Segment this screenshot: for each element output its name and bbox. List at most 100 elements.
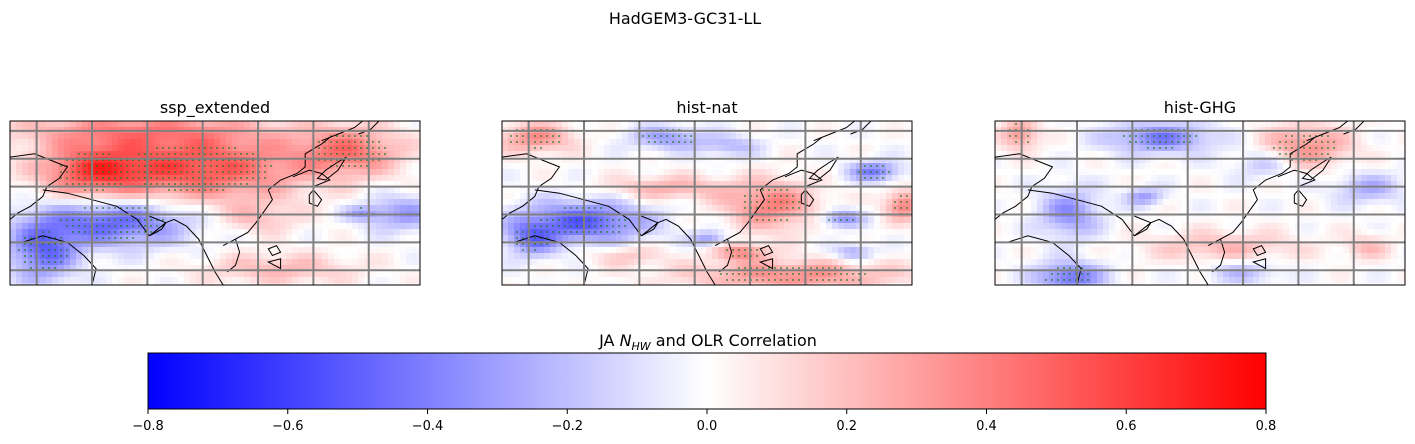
heatmap-cell xyxy=(46,139,53,146)
heatmap-cell xyxy=(376,181,383,188)
significance-dot xyxy=(24,243,26,245)
heatmap-cell xyxy=(904,271,911,278)
heatmap-cell xyxy=(220,205,227,212)
heatmap-cell xyxy=(52,139,59,146)
heatmap-cell xyxy=(238,229,245,236)
heatmap-cell xyxy=(52,187,59,194)
heatmap-cell xyxy=(676,265,683,272)
heatmap-cell xyxy=(286,169,293,176)
heatmap-cell xyxy=(814,157,821,164)
heatmap-cell xyxy=(46,193,53,200)
heatmap-cell xyxy=(814,235,821,242)
heatmap-cell xyxy=(376,229,383,236)
heatmap-cell xyxy=(208,205,215,212)
significance-dot xyxy=(78,165,80,167)
heatmap-cell xyxy=(820,223,827,230)
heatmap-cell xyxy=(706,265,713,272)
heatmap-cell xyxy=(604,163,611,170)
significance-dot xyxy=(156,177,158,179)
heatmap-cell xyxy=(22,205,29,212)
heatmap-cell xyxy=(244,139,251,146)
heatmap-cell xyxy=(688,205,695,212)
significance-dot xyxy=(204,189,206,191)
heatmap-cell xyxy=(670,229,677,236)
heatmap-cell xyxy=(64,121,71,128)
heatmap-cell xyxy=(238,187,245,194)
heatmap-cell xyxy=(52,229,59,236)
significance-dot xyxy=(210,183,212,185)
heatmap-cell xyxy=(502,187,509,194)
heatmap-cell xyxy=(136,139,143,146)
heatmap-cell xyxy=(160,187,167,194)
heatmap-cell xyxy=(544,247,551,254)
heatmap-cell xyxy=(58,157,65,164)
significance-dot xyxy=(366,141,368,143)
heatmap-cell xyxy=(334,283,341,285)
coastline xyxy=(758,258,774,270)
significance-dot xyxy=(774,189,776,191)
heatmap-cell xyxy=(376,121,383,128)
heatmap-cell xyxy=(538,163,545,170)
heatmap-cell xyxy=(910,193,912,200)
heatmap-cell xyxy=(862,265,869,272)
heatmap-cell xyxy=(76,133,83,140)
significance-dot xyxy=(144,225,146,227)
heatmap-cell xyxy=(628,235,635,242)
heatmap-cell xyxy=(202,121,209,128)
heatmap-cell xyxy=(748,187,755,194)
heatmap-cell xyxy=(346,205,353,212)
heatmap-cell xyxy=(586,121,593,128)
heatmap-cell xyxy=(562,187,569,194)
significance-dot xyxy=(78,153,80,155)
heatmap-cell xyxy=(28,145,35,152)
heatmap-cell xyxy=(154,253,161,260)
heatmap-cell xyxy=(316,217,323,224)
heatmap-cell xyxy=(160,283,167,285)
heatmap-cell xyxy=(604,193,611,200)
heatmap-cell xyxy=(358,259,365,266)
heatmap-cell xyxy=(856,235,863,242)
heatmap-cell xyxy=(256,145,263,152)
significance-dot xyxy=(168,177,170,179)
heatmap-cell xyxy=(898,259,905,266)
heatmap-cell xyxy=(706,193,713,200)
heatmap-cell xyxy=(250,265,257,272)
heatmap-cell xyxy=(868,157,875,164)
heatmap-cell xyxy=(226,283,233,285)
heatmap-cell xyxy=(754,145,761,152)
significance-dot xyxy=(114,231,116,233)
heatmap-cell xyxy=(352,265,359,272)
heatmap-cell xyxy=(370,199,377,206)
heatmap-cell xyxy=(40,133,47,140)
heatmap-cell xyxy=(130,265,137,272)
heatmap-cell xyxy=(730,283,737,285)
heatmap-cell xyxy=(304,175,311,182)
heatmap-cell xyxy=(226,241,233,248)
heatmap-cell xyxy=(694,217,701,224)
heatmap-cell xyxy=(268,199,275,206)
heatmap-cell xyxy=(640,151,647,158)
heatmap-cell xyxy=(412,163,419,170)
significance-dot xyxy=(588,219,590,221)
heatmap-cell xyxy=(640,175,647,182)
heatmap-cell xyxy=(874,205,881,212)
heatmap-cell xyxy=(262,199,269,206)
heatmap-cell xyxy=(652,229,659,236)
heatmap-cell xyxy=(76,253,83,260)
heatmap-cell xyxy=(706,133,713,140)
heatmap-cell xyxy=(220,265,227,272)
heatmap-cell xyxy=(790,181,797,188)
heatmap-cell xyxy=(676,169,683,176)
heatmap-cell xyxy=(76,199,83,206)
heatmap-cell xyxy=(550,181,557,188)
significance-dot xyxy=(780,267,782,269)
coastline xyxy=(514,235,589,285)
heatmap-cell xyxy=(112,187,119,194)
heatmap-cell xyxy=(586,175,593,182)
heatmap-cell xyxy=(322,265,329,272)
heatmap-cell xyxy=(760,157,767,164)
significance-dot xyxy=(126,219,128,221)
heatmap-cell xyxy=(370,175,377,182)
heatmap-cell xyxy=(628,163,635,170)
significance-dot xyxy=(354,141,356,143)
